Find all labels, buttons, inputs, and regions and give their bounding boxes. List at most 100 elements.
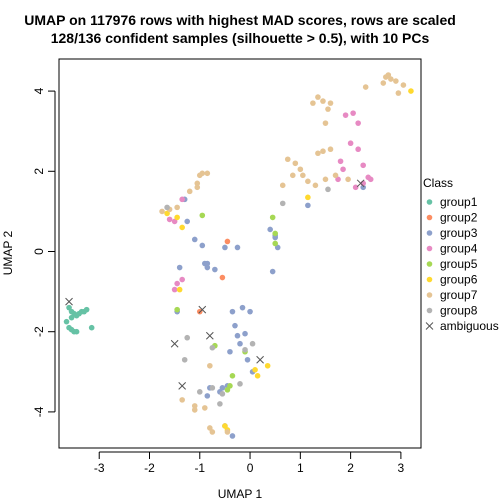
point-group7 — [186, 188, 193, 195]
point-group7 — [224, 429, 231, 435]
point-group6 — [408, 88, 414, 94]
y-tick-label: -4 — [32, 406, 46, 417]
point-group5 — [269, 214, 276, 221]
point-group2 — [219, 274, 226, 281]
legend-marker-group7 — [426, 292, 433, 298]
point-group7 — [362, 84, 369, 90]
point-group8 — [181, 356, 188, 363]
legend-marker-group1 — [426, 199, 433, 205]
point-group3 — [199, 242, 206, 249]
point-group7 — [179, 397, 185, 403]
point-ambiguous — [65, 297, 73, 306]
point-group3 — [176, 264, 183, 271]
point-group3 — [222, 244, 228, 251]
legend-marker-group5 — [426, 261, 433, 267]
point-group3 — [204, 264, 211, 271]
legend-marker-group3 — [426, 230, 433, 236]
point-group7 — [322, 120, 329, 126]
point-group8 — [217, 401, 223, 407]
point-group7 — [400, 82, 407, 88]
point-group4 — [350, 110, 356, 116]
point-group5 — [224, 387, 231, 393]
point-group1 — [88, 324, 95, 331]
point-group5 — [199, 212, 206, 219]
point-ambiguous — [205, 331, 214, 340]
point-group6 — [264, 362, 271, 369]
point-group5 — [174, 306, 180, 313]
y-tick-label: 0 — [32, 248, 46, 255]
point-group2 — [224, 238, 231, 245]
legend-label-group6: group6 — [440, 273, 478, 287]
point-group6 — [254, 373, 261, 379]
x-tick-label: 2 — [347, 461, 354, 475]
point-group7 — [174, 204, 180, 211]
point-group4 — [171, 218, 178, 225]
point-group3 — [247, 308, 253, 315]
point-group7 — [325, 106, 331, 112]
point-group8 — [164, 204, 170, 211]
point-group4 — [335, 176, 341, 183]
point-group1 — [83, 306, 90, 313]
legend-marker-ambiguous — [425, 322, 434, 330]
point-group3 — [234, 244, 241, 251]
point-group8 — [325, 186, 331, 193]
point-group4 — [179, 276, 185, 283]
point-group5 — [272, 230, 278, 237]
point-group7 — [191, 407, 198, 413]
point-group3 — [204, 260, 211, 267]
point-group3 — [272, 234, 278, 241]
legend-label-group7: group7 — [440, 288, 478, 302]
point-group3 — [184, 218, 191, 225]
point-group7 — [284, 156, 291, 163]
legend-marker-group2 — [426, 214, 433, 221]
point-group7 — [385, 72, 392, 78]
legend-marker-group6 — [426, 276, 433, 283]
point-group3 — [239, 304, 246, 311]
point-group1 — [68, 314, 75, 321]
legend-label-group1: group1 — [440, 195, 478, 209]
legend-label-group2: group2 — [440, 211, 478, 225]
point-group7 — [300, 172, 306, 179]
point-group5 — [229, 373, 236, 379]
legend-marker-group8 — [426, 307, 433, 314]
x-tick-label: -2 — [144, 461, 155, 475]
point-group3 — [269, 268, 276, 275]
point-group8 — [249, 340, 256, 347]
point-group4 — [347, 140, 354, 147]
point-group4 — [166, 216, 173, 223]
point-group4 — [352, 184, 359, 191]
y-tick-label: 4 — [32, 87, 46, 94]
point-group5 — [227, 383, 233, 389]
x-tick-label: -1 — [194, 461, 205, 475]
point-group3 — [234, 332, 241, 339]
point-group7 — [202, 405, 208, 411]
point-group3 — [305, 202, 311, 209]
point-group6 — [176, 286, 183, 293]
point-group7 — [289, 172, 296, 179]
point-group8 — [237, 381, 243, 387]
point-group3 — [237, 340, 243, 347]
point-group4 — [179, 196, 185, 203]
point-group7 — [159, 208, 165, 215]
point-group7 — [327, 100, 334, 106]
point-group8 — [196, 389, 203, 395]
point-group3 — [274, 244, 281, 251]
point-group4 — [360, 162, 366, 169]
point-group7 — [320, 148, 326, 155]
point-group6 — [252, 366, 258, 373]
point-group4 — [174, 280, 180, 287]
point-group1 — [63, 318, 70, 325]
point-group4 — [340, 166, 346, 173]
point-group7 — [388, 76, 394, 82]
point-group4 — [367, 176, 374, 183]
x-axis-label: UMAP 1 — [218, 487, 263, 501]
point-group4 — [342, 112, 349, 118]
point-group4 — [355, 120, 361, 126]
point-group8 — [242, 346, 248, 353]
point-ambiguous — [356, 179, 365, 188]
x-tick-label: 0 — [247, 461, 254, 475]
point-group7 — [292, 160, 299, 167]
point-group3 — [229, 433, 236, 439]
point-group3 — [212, 266, 218, 273]
